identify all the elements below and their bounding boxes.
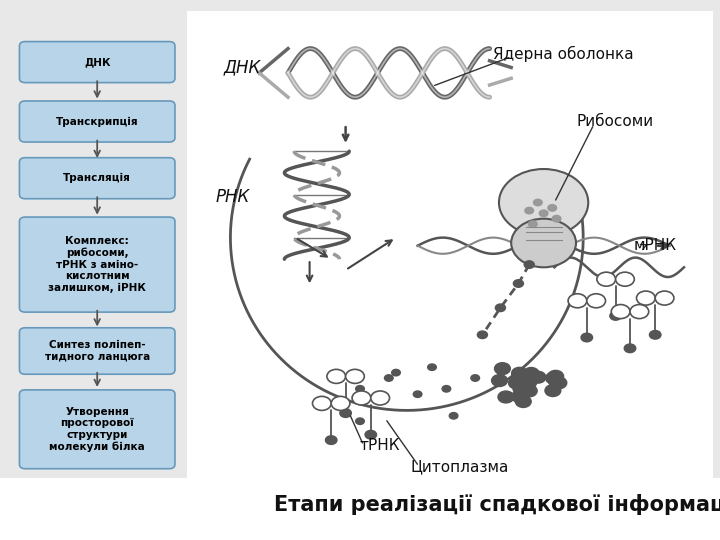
Circle shape: [325, 436, 337, 444]
Text: Етапи реалізації спадкової інформації: Етапи реалізації спадкової інформації: [274, 495, 720, 515]
Circle shape: [546, 372, 562, 384]
Circle shape: [521, 377, 536, 389]
Circle shape: [498, 391, 514, 403]
Text: ДНК: ДНК: [223, 58, 261, 77]
Circle shape: [449, 413, 458, 419]
Text: тРНК: тРНК: [360, 438, 400, 453]
Circle shape: [630, 305, 649, 319]
Circle shape: [514, 371, 530, 383]
Circle shape: [548, 205, 557, 211]
Text: Цитоплазма: Цитоплазма: [410, 460, 509, 475]
Circle shape: [611, 305, 630, 319]
Circle shape: [534, 199, 542, 206]
Circle shape: [346, 369, 364, 383]
Circle shape: [655, 291, 674, 305]
FancyBboxPatch shape: [19, 390, 175, 469]
Circle shape: [539, 210, 548, 217]
FancyBboxPatch shape: [19, 158, 175, 199]
Circle shape: [521, 385, 537, 397]
Circle shape: [312, 396, 331, 410]
Circle shape: [610, 312, 621, 320]
Circle shape: [514, 382, 530, 394]
Circle shape: [508, 377, 524, 389]
Circle shape: [356, 386, 364, 392]
Text: Утворення
просторової
структури
молекули білка: Утворення просторової структури молекули…: [50, 407, 145, 452]
FancyBboxPatch shape: [19, 217, 175, 312]
Circle shape: [371, 391, 390, 405]
Text: Рибосоми: Рибосоми: [576, 114, 653, 129]
Circle shape: [548, 370, 564, 382]
Circle shape: [356, 418, 364, 424]
Circle shape: [377, 396, 386, 403]
Circle shape: [428, 364, 436, 370]
Circle shape: [523, 368, 539, 380]
Circle shape: [551, 377, 567, 389]
Circle shape: [516, 378, 532, 390]
FancyBboxPatch shape: [19, 328, 175, 374]
Circle shape: [524, 261, 534, 268]
Circle shape: [495, 363, 510, 375]
Text: Ядерна оболонка: Ядерна оболонка: [493, 46, 634, 62]
Circle shape: [521, 376, 536, 388]
Circle shape: [549, 375, 564, 387]
Circle shape: [512, 390, 528, 402]
FancyBboxPatch shape: [0, 478, 720, 540]
Text: РНК: РНК: [216, 188, 251, 206]
Circle shape: [495, 304, 505, 312]
Circle shape: [528, 221, 537, 227]
Circle shape: [513, 383, 529, 395]
Circle shape: [512, 367, 528, 379]
Circle shape: [530, 372, 546, 383]
FancyBboxPatch shape: [180, 11, 713, 486]
FancyBboxPatch shape: [0, 11, 187, 486]
Circle shape: [511, 219, 576, 267]
Circle shape: [499, 169, 588, 236]
Circle shape: [492, 375, 508, 387]
Circle shape: [352, 391, 371, 405]
Circle shape: [649, 330, 661, 339]
Circle shape: [442, 386, 451, 392]
Circle shape: [581, 333, 593, 342]
Circle shape: [513, 280, 523, 287]
Circle shape: [525, 207, 534, 214]
Text: Трансляція: Трансляція: [63, 173, 131, 183]
Circle shape: [636, 291, 655, 305]
Circle shape: [516, 396, 531, 408]
Text: Комплекс:
рибосоми,
тРНК з аміно-
кислотним
залишком, іРНК: Комплекс: рибосоми, тРНК з аміно- кислот…: [48, 236, 146, 293]
Circle shape: [471, 375, 480, 381]
Circle shape: [384, 375, 393, 381]
Circle shape: [331, 396, 350, 410]
Text: Синтез поліпеп-
тидного ланцюга: Синтез поліпеп- тидного ланцюга: [45, 340, 150, 362]
FancyBboxPatch shape: [19, 101, 175, 142]
FancyBboxPatch shape: [19, 42, 175, 83]
Text: ДНК: ДНК: [84, 57, 110, 67]
Circle shape: [413, 391, 422, 397]
Circle shape: [327, 369, 346, 383]
Circle shape: [552, 215, 561, 222]
Circle shape: [516, 381, 532, 393]
Circle shape: [340, 409, 351, 417]
Circle shape: [616, 272, 634, 286]
Circle shape: [477, 331, 487, 339]
Circle shape: [597, 272, 616, 286]
Text: Транскрипція: Транскрипція: [56, 117, 138, 126]
Text: мРНК: мРНК: [634, 238, 677, 253]
Circle shape: [587, 294, 606, 308]
Circle shape: [392, 369, 400, 376]
Circle shape: [545, 384, 561, 396]
Circle shape: [365, 430, 377, 439]
Circle shape: [624, 344, 636, 353]
Circle shape: [568, 294, 587, 308]
